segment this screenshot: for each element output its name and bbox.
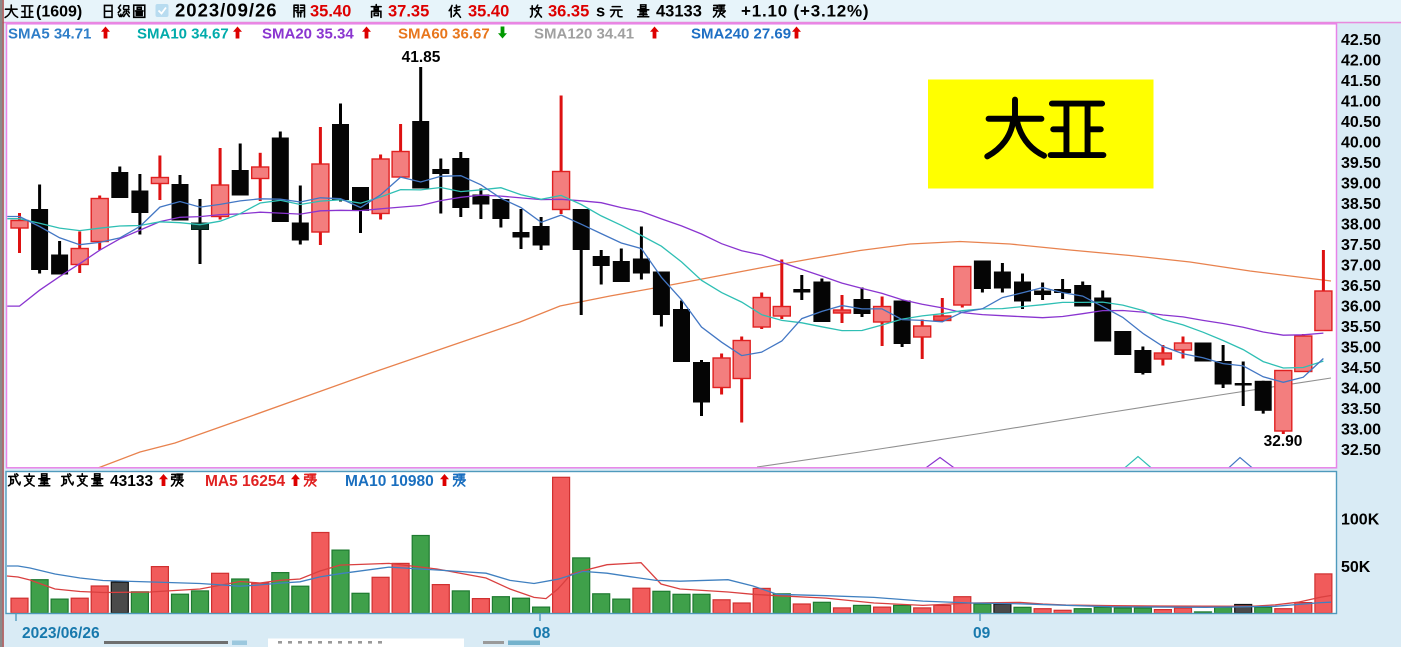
svg-text:35.00: 35.00 xyxy=(1341,340,1381,357)
svg-text:(1609): (1609) xyxy=(36,4,82,21)
svg-text:41.50: 41.50 xyxy=(1341,73,1381,90)
svg-text:41.00: 41.00 xyxy=(1341,94,1381,111)
svg-text:SMA10 34.67: SMA10 34.67 xyxy=(137,26,229,43)
svg-text:33.00: 33.00 xyxy=(1341,422,1381,439)
svg-text:42.00: 42.00 xyxy=(1341,53,1381,70)
svg-text:SMA120 34.41: SMA120 34.41 xyxy=(534,26,634,43)
svg-text:34.00: 34.00 xyxy=(1341,381,1381,398)
svg-text:38.00: 38.00 xyxy=(1341,217,1381,234)
svg-text:32.90: 32.90 xyxy=(1264,433,1303,450)
svg-text:08: 08 xyxy=(533,625,551,642)
svg-text:35.40: 35.40 xyxy=(468,3,509,21)
svg-text:2023/09/26: 2023/09/26 xyxy=(175,0,278,21)
svg-text:37.00: 37.00 xyxy=(1341,258,1381,275)
svg-text:41.85: 41.85 xyxy=(402,49,441,66)
svg-text:36.00: 36.00 xyxy=(1341,299,1381,316)
svg-text:SMA5 34.71: SMA5 34.71 xyxy=(8,26,91,43)
svg-text:42.50: 42.50 xyxy=(1341,32,1381,49)
svg-text:35.40: 35.40 xyxy=(310,3,351,21)
svg-text:36.50: 36.50 xyxy=(1341,278,1381,295)
svg-text:s: s xyxy=(596,3,605,21)
svg-text:43133: 43133 xyxy=(110,473,153,490)
svg-text:2023/06/26: 2023/06/26 xyxy=(22,625,100,642)
svg-text:100K: 100K xyxy=(1341,512,1380,529)
svg-text:34.50: 34.50 xyxy=(1341,360,1381,377)
svg-text:SMA60 36.67: SMA60 36.67 xyxy=(398,26,490,43)
svg-text:39.00: 39.00 xyxy=(1341,176,1381,193)
svg-text:38.50: 38.50 xyxy=(1341,196,1381,213)
svg-text:43133: 43133 xyxy=(656,3,702,21)
svg-text:33.50: 33.50 xyxy=(1341,401,1381,418)
svg-text:+1.10 (+3.12%): +1.10 (+3.12%) xyxy=(741,2,869,21)
svg-text:36.35: 36.35 xyxy=(548,3,589,21)
svg-text:09: 09 xyxy=(973,625,991,642)
svg-text:32.50: 32.50 xyxy=(1341,442,1381,459)
svg-text:50K: 50K xyxy=(1341,559,1371,576)
svg-text:40.00: 40.00 xyxy=(1341,135,1381,152)
svg-text:37.35: 37.35 xyxy=(388,3,429,21)
svg-text:MA10 10980: MA10 10980 xyxy=(345,473,434,490)
svg-text:39.50: 39.50 xyxy=(1341,155,1381,172)
svg-text:SMA20 35.34: SMA20 35.34 xyxy=(262,26,354,43)
svg-text:SMA240 27.69: SMA240 27.69 xyxy=(691,26,791,43)
svg-text:40.50: 40.50 xyxy=(1341,114,1381,131)
svg-text:MA5 16254: MA5 16254 xyxy=(205,473,286,490)
svg-text:37.50: 37.50 xyxy=(1341,237,1381,254)
svg-text:35.50: 35.50 xyxy=(1341,319,1381,336)
